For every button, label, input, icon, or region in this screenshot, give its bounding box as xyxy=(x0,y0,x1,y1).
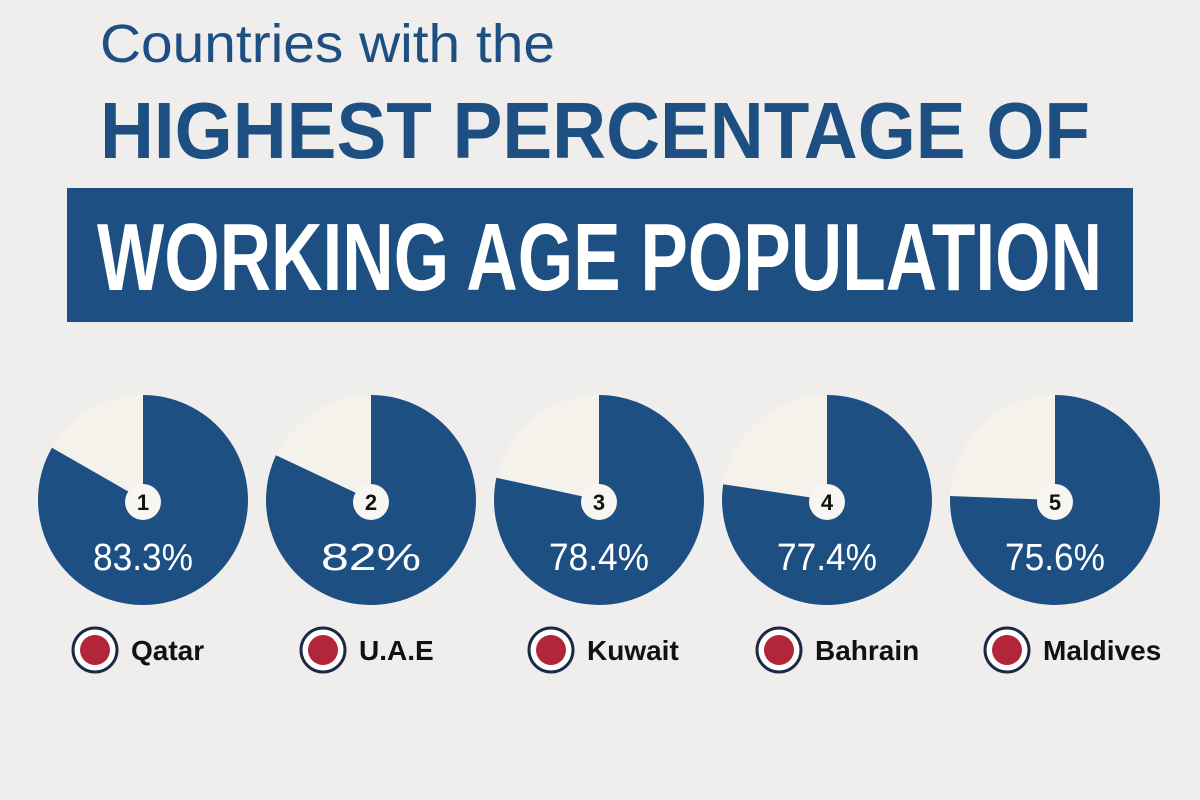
title-banner xyxy=(67,188,1133,322)
value-label: 78.4% xyxy=(549,537,649,579)
flag xyxy=(536,635,566,665)
flag xyxy=(764,635,794,665)
country-label: Maldives xyxy=(1043,635,1161,666)
rank-label: 4 xyxy=(821,490,834,515)
country-label: Bahrain xyxy=(815,635,919,666)
value-label: 83.3% xyxy=(93,537,193,579)
title-line: Countries with the xyxy=(100,14,555,74)
rank-badge xyxy=(353,484,389,520)
rank-label: 2 xyxy=(365,490,377,515)
country-label: Qatar xyxy=(131,635,204,666)
rank-badge xyxy=(581,484,617,520)
flag xyxy=(308,635,338,665)
flag xyxy=(992,635,1022,665)
value-label: 82% xyxy=(321,537,421,579)
flag xyxy=(80,635,110,665)
value-label: 75.6% xyxy=(1005,537,1105,579)
country-label: U.A.E xyxy=(359,635,434,666)
country-label: Kuwait xyxy=(587,635,679,666)
rank-label: 1 xyxy=(137,490,149,515)
rank-badge xyxy=(809,484,845,520)
title-line: HIGHEST PERCENTAGE OF xyxy=(100,86,1090,175)
rank-label: 3 xyxy=(593,490,605,515)
rank-badge xyxy=(125,484,161,520)
rank-badge xyxy=(1037,484,1073,520)
title-line: WORKING AGE POPULATION xyxy=(97,204,1102,311)
value-label: 77.4% xyxy=(777,537,877,579)
rank-label: 5 xyxy=(1049,490,1061,515)
